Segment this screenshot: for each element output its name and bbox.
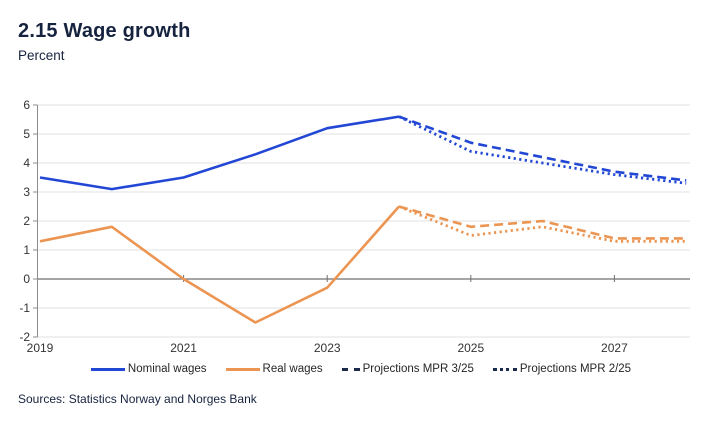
y-tick-label: 4 [23, 156, 30, 170]
legend-item-projections-mpr-3-25: Projections MPR 3/25 [341, 363, 474, 375]
legend-swatch-projections-mpr-2-25 [492, 367, 517, 371]
legend-item-real-wages: Real wages [225, 363, 323, 375]
legend-item-nominal-wages: Nominal wages [90, 363, 207, 375]
legend-label-projections-mpr-3-25: Projections MPR 3/25 [362, 363, 474, 375]
y-tick-label: 1 [23, 243, 30, 257]
series-line-real-projection-mpr-2-25 [398, 205, 687, 243]
x-tick-label: 2023 [314, 341, 341, 355]
chart-legend: Nominal wages Real wages Projections MPR… [0, 363, 722, 375]
y-tick-label: -2 [19, 330, 30, 344]
legend-label-real-wages: Real wages [262, 363, 323, 375]
x-tick-label: 2021 [170, 341, 197, 355]
series-line-real-wages [39, 205, 400, 324]
legend-label-projections-mpr-2-25: Projections MPR 2/25 [519, 363, 632, 375]
y-tick-label: -1 [19, 301, 30, 315]
legend-swatch-projections-mpr-3-25 [341, 367, 360, 371]
legend-swatch-real-wages [225, 367, 260, 371]
legend-item-projections-mpr-2-25: Projections MPR 2/25 [492, 363, 632, 375]
series-line-real-projection-mpr-3-25 [398, 205, 687, 240]
legend-swatch-nominal-wages [90, 367, 125, 371]
chart-subtitle: Percent [18, 48, 65, 63]
y-tick-label: 2 [23, 214, 30, 228]
y-tick-label: 3 [23, 185, 30, 199]
x-tick-label: 2019 [27, 341, 54, 355]
chart-title: 2.15 Wage growth [18, 20, 191, 42]
x-tick-label: 2025 [457, 341, 484, 355]
series-line-nominal-projection-mpr-2-25 [398, 115, 687, 185]
legend-label-nominal-wages: Nominal wages [127, 363, 207, 375]
y-tick-label: 0 [23, 272, 30, 286]
source-note: Sources: Statistics Norway and Norges Ba… [18, 392, 257, 406]
y-tick-label: 5 [23, 127, 30, 141]
y-tick-label: 6 [23, 98, 30, 112]
series-line-nominal-wages [39, 115, 400, 191]
series-line-nominal-projection-mpr-3-25 [398, 115, 687, 182]
x-tick-label: 2027 [601, 341, 628, 355]
